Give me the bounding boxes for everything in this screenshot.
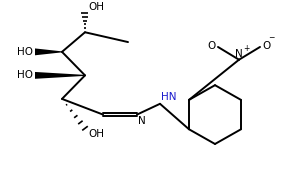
Text: +: + (243, 44, 249, 53)
Text: OH: OH (88, 129, 104, 139)
Text: N: N (235, 49, 243, 59)
Polygon shape (35, 72, 85, 79)
Text: O: O (208, 41, 216, 51)
Text: N: N (138, 116, 146, 126)
Text: OH: OH (88, 2, 104, 12)
Text: −: − (268, 33, 274, 42)
Text: HO: HO (17, 70, 33, 80)
Polygon shape (35, 48, 62, 55)
Text: O: O (262, 41, 270, 51)
Text: HO: HO (17, 47, 33, 57)
Text: HN: HN (161, 92, 177, 102)
